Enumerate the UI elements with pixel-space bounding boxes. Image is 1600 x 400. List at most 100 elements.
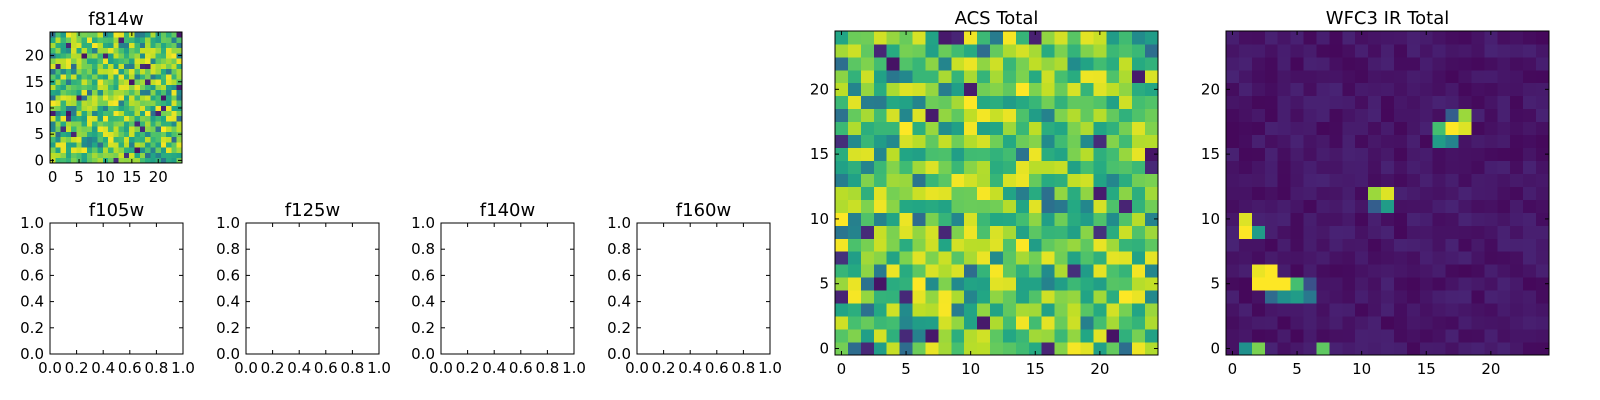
x-tick-label: 0.2	[456, 359, 480, 377]
heatmap-cell	[134, 63, 141, 70]
heatmap-cell	[129, 126, 135, 132]
heatmap-cell	[86, 63, 93, 70]
heatmap-cell	[1406, 186, 1421, 200]
x-tick-label: 0.6	[705, 359, 729, 377]
heatmap-cell	[1002, 238, 1017, 252]
heatmap-cell	[925, 95, 939, 110]
heatmap-cell	[150, 152, 156, 159]
heatmap-cell	[160, 68, 167, 75]
heatmap-cell	[1484, 290, 1498, 304]
heatmap-cell	[55, 42, 61, 49]
x-tick-label: 0.8	[144, 359, 168, 377]
heatmap-cell	[65, 32, 72, 38]
heatmap-cell	[860, 31, 875, 45]
heatmap-cell	[1028, 212, 1043, 226]
heatmap-cell	[118, 121, 125, 127]
heatmap-cell	[1484, 147, 1498, 161]
heatmap-cell	[1264, 173, 1279, 187]
heatmap-cell	[65, 68, 72, 75]
heatmap-cell	[1510, 238, 1524, 252]
heatmap-cell	[964, 43, 978, 58]
heatmap-cell	[1054, 303, 1068, 317]
heatmap-cell	[108, 47, 114, 54]
heatmap-cell	[1355, 121, 1369, 136]
heatmap-cell	[102, 47, 109, 54]
heatmap-cell	[938, 108, 952, 123]
heatmap-cell	[886, 186, 900, 200]
heatmap-cell	[873, 121, 888, 136]
heatmap-cell	[145, 121, 151, 127]
heatmap-cell	[176, 147, 183, 153]
heatmap-cell	[166, 142, 172, 148]
heatmap-cell	[886, 225, 900, 239]
heatmap-cell	[71, 147, 77, 153]
heatmap-cell	[171, 47, 178, 54]
heatmap-cell	[86, 126, 93, 132]
heatmap-cell	[1251, 43, 1266, 58]
heatmap-cell	[1028, 316, 1043, 330]
heatmap-cell	[1015, 69, 1030, 84]
heatmap-cell	[97, 52, 104, 59]
heatmap-cell	[160, 89, 167, 96]
heatmap-cell	[1028, 199, 1043, 213]
heatmap-cell	[1002, 251, 1017, 265]
heatmap-cell	[139, 37, 146, 43]
heatmap-cell	[1381, 290, 1395, 304]
heatmap-cell	[912, 277, 926, 291]
heatmap-cell	[1041, 43, 1056, 58]
heatmap-cell	[65, 110, 72, 117]
heatmap-cell	[118, 94, 125, 101]
y-tick-label: 0.2	[607, 319, 631, 337]
heatmap-cell	[860, 82, 875, 97]
heatmap-cell	[71, 136, 77, 143]
heatmap-cell	[1132, 329, 1146, 343]
heatmap-cell	[1028, 69, 1043, 84]
heatmap-cell	[1067, 69, 1081, 84]
heatmap-cell	[1406, 147, 1421, 161]
heatmap-cell	[1523, 329, 1537, 343]
heatmap-cell	[102, 121, 109, 127]
heatmap-cell	[166, 152, 172, 159]
heatmap-cell	[925, 251, 939, 265]
heatmap-cell	[71, 32, 77, 38]
heatmap-cell	[951, 173, 965, 187]
heatmap-cell	[1342, 264, 1356, 278]
heatmap-cell	[81, 126, 88, 132]
heatmap-cell	[1041, 160, 1056, 174]
heatmap-cell	[65, 100, 72, 106]
heatmap-cell	[1368, 303, 1382, 317]
x-tick-label: 0.2	[652, 359, 676, 377]
heatmap-cell	[1106, 199, 1120, 213]
heatmap-cell	[1523, 121, 1537, 136]
heatmap-cell	[71, 79, 77, 85]
heatmap-cell	[118, 152, 125, 159]
heatmap-cell	[1145, 173, 1159, 187]
heatmap-cell	[1145, 329, 1159, 343]
heatmap-cell	[1080, 329, 1094, 343]
heatmap-cell	[1028, 186, 1043, 200]
heatmap-cell	[1497, 160, 1511, 174]
heatmap-cell	[150, 110, 156, 117]
heatmap-cell	[1432, 121, 1447, 136]
heatmap-cell	[1510, 108, 1524, 123]
heatmap-cell	[938, 225, 952, 239]
heatmap-cell	[886, 56, 900, 71]
heatmap-cell	[123, 147, 130, 153]
heatmap-cell	[847, 147, 862, 161]
heatmap-cell	[1458, 108, 1472, 123]
heatmap-cell	[145, 147, 151, 153]
heatmap-cell	[899, 303, 913, 317]
heatmap-cell	[1028, 108, 1043, 123]
heatmap-cell	[1316, 225, 1330, 239]
heatmap-cell	[912, 238, 926, 252]
heatmap-cell	[990, 56, 1004, 71]
heatmap-cell	[81, 52, 88, 59]
heatmap-cell	[1419, 121, 1434, 136]
heatmap-cell	[860, 225, 875, 239]
heatmap-cell	[76, 105, 83, 111]
heatmap-cell	[60, 89, 67, 96]
heatmap-cell	[76, 147, 83, 153]
heatmap-cell	[1523, 251, 1537, 265]
heatmap-cell	[873, 225, 888, 239]
